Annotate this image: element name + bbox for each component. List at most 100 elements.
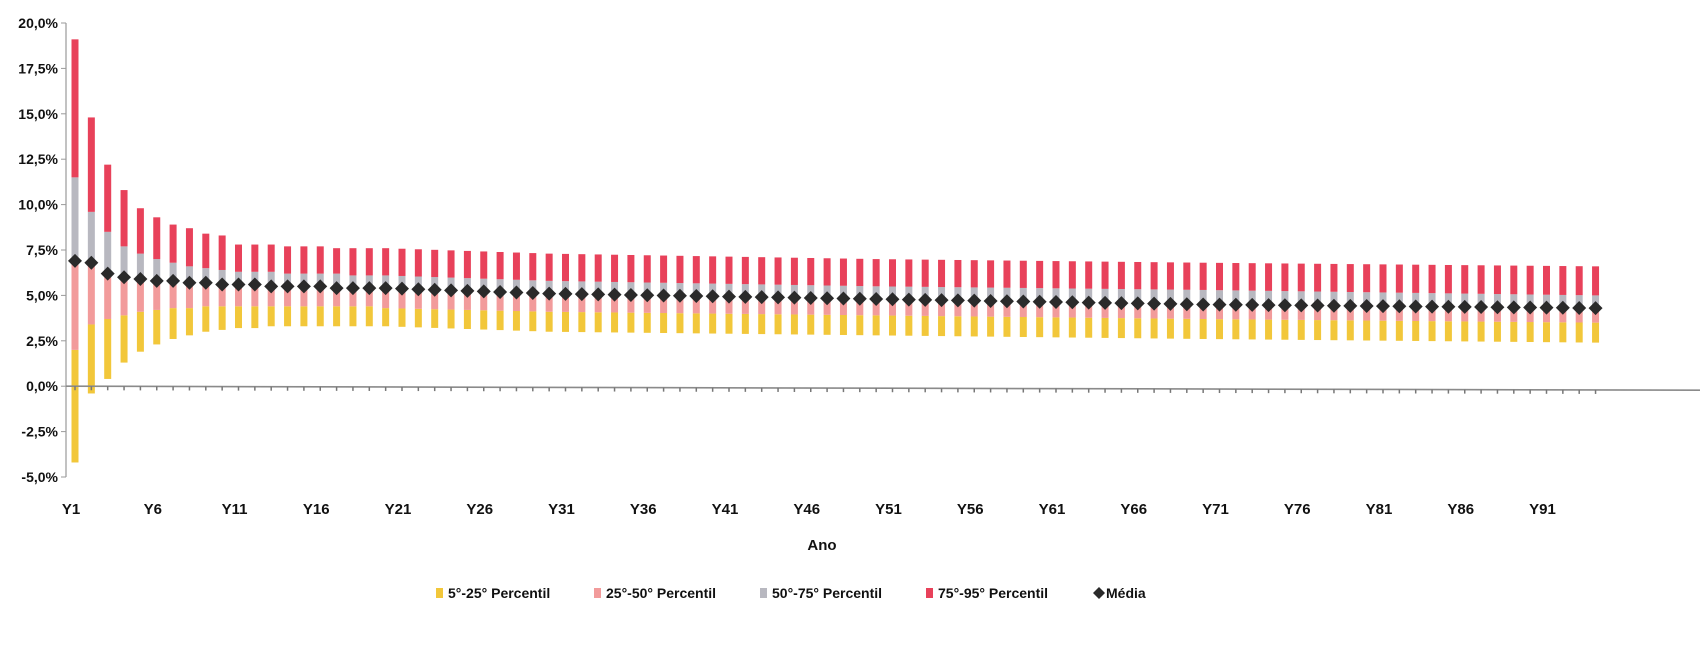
bar-segment-p50-75	[267, 271, 275, 285]
bar-segment-p75-95	[267, 244, 275, 272]
media-marker	[1555, 300, 1570, 315]
bar-segment-p25-50	[774, 297, 782, 315]
media-marker	[1343, 298, 1358, 313]
media-marker	[738, 289, 753, 304]
bar-segment-p5-25	[660, 313, 668, 333]
bar-segment-p5-25	[1052, 317, 1060, 338]
bar-segment-p75-95	[153, 217, 161, 260]
bar-segment-p5-25	[1232, 319, 1240, 340]
bar-segment-p25-50	[529, 293, 537, 312]
bar-segment-p75-95	[872, 259, 880, 287]
bar-segment-p75-95	[856, 258, 864, 287]
bar-segment-p5-25	[1150, 318, 1158, 339]
bar-segment-p75-95	[316, 246, 324, 274]
bar-segment-p5-25	[153, 309, 161, 345]
bar-segment-p75-95	[1248, 263, 1256, 291]
bar-segment-p75-95	[1019, 260, 1027, 288]
bar-segment-p5-25	[1117, 318, 1125, 339]
bar-segment-p50-75	[1052, 288, 1060, 302]
bar-segment-p25-50	[333, 286, 341, 307]
media-marker	[885, 292, 900, 307]
bar-segment-p50-75	[218, 269, 226, 285]
bar-segment-p50-75	[87, 211, 95, 265]
bar-segment-p5-25	[529, 311, 537, 332]
media-marker	[705, 289, 720, 304]
media-marker	[133, 272, 148, 287]
bar-segment-p5-25	[120, 315, 128, 363]
bar-segment-p75-95	[758, 257, 766, 285]
x-tick-label: Y91	[1529, 501, 1556, 518]
bar-segment-p5-25	[398, 308, 406, 327]
media-marker	[1523, 300, 1538, 315]
media-marker	[493, 284, 508, 299]
bar-segment-p25-50	[349, 288, 357, 307]
bar-segment-p5-25	[938, 316, 946, 337]
bar-segment-p75-95	[185, 228, 193, 267]
bar-segment-p75-95	[349, 248, 357, 276]
bar-segment-p5-25	[692, 313, 700, 334]
media-marker	[869, 292, 884, 307]
x-tick-label: Y26	[466, 501, 493, 518]
bar-segment-p25-50	[136, 279, 144, 312]
bar-segment-p5-25	[1444, 321, 1452, 342]
bar-segment-p75-95	[202, 233, 210, 269]
x-tick-label: Y76	[1284, 501, 1311, 518]
bar-segment-p5-25	[1199, 319, 1207, 339]
bar-segment-p75-95	[1297, 263, 1305, 292]
media-marker	[558, 286, 573, 301]
bar-segment-p25-50	[676, 295, 684, 314]
x-axis: Y1 Y6 Y11 Y16 Y21 Y26 Y31 Y36 Y41 Y46 Y51 Y56 Y61 Y66…	[62, 385, 1701, 518]
media-marker	[689, 289, 704, 304]
bar-segment-p5-25	[1183, 318, 1191, 339]
bar-segment-p25-50	[431, 289, 439, 310]
media-marker	[967, 293, 982, 308]
y-tick-label: 7,5%	[26, 242, 58, 258]
bar-segment-p50-75	[1428, 293, 1436, 306]
bar-segment-p5-25	[1019, 317, 1027, 337]
media-marker	[1016, 294, 1031, 309]
media-marker	[182, 275, 197, 290]
x-tick-label: Y46	[793, 501, 820, 518]
bar-segment-p50-75	[71, 177, 79, 263]
media-marker	[378, 281, 393, 296]
media-marker	[149, 273, 164, 288]
bar-segment-p5-25	[970, 316, 978, 337]
media-marker	[476, 284, 491, 299]
bar-segment-p50-75	[1248, 290, 1256, 304]
bar-segment-p75-95	[1543, 265, 1550, 295]
bar-segment-p5-25	[169, 308, 177, 339]
bar-segment-p75-95	[1150, 262, 1158, 290]
bar-segment-p75-95	[774, 257, 782, 285]
bar-segment-p5-25	[1395, 320, 1403, 341]
y-tick-label: 20,0%	[18, 15, 58, 31]
bar-segment-p50-75	[1036, 288, 1044, 301]
x-tick-label: Y36	[630, 501, 657, 518]
media-marker	[329, 281, 344, 296]
media-marker	[656, 288, 671, 303]
bar-segment-p25-50	[938, 299, 946, 317]
bar-segment-p5-25	[954, 316, 962, 337]
media-marker	[460, 283, 475, 298]
bar-segment-p50-75	[1379, 292, 1387, 306]
media-marker	[1326, 298, 1341, 313]
bar-segment-p75-95	[512, 252, 520, 280]
bar-segment-p50-75	[202, 268, 210, 283]
bar-segment-p75-95	[218, 235, 226, 270]
media-marker	[901, 292, 916, 307]
bar-segment-p50-75	[333, 273, 341, 287]
media-marker	[280, 279, 295, 294]
media-marker	[100, 266, 115, 281]
bar-segment-p75-95	[1428, 264, 1436, 294]
bar-segment-p75-95	[382, 248, 390, 276]
media-marker	[542, 286, 557, 301]
media-marker	[1359, 298, 1374, 313]
bar-segment-p75-95	[1265, 263, 1273, 291]
media-marker	[722, 289, 736, 304]
bar-segment-p25-50	[1575, 307, 1583, 323]
bar-segment-p75-95	[1395, 264, 1403, 293]
media-marker	[983, 293, 998, 308]
bar-segment-p5-25	[480, 310, 488, 330]
bar-segment-p50-75	[104, 231, 112, 274]
bar-segment-p25-50	[758, 297, 766, 315]
